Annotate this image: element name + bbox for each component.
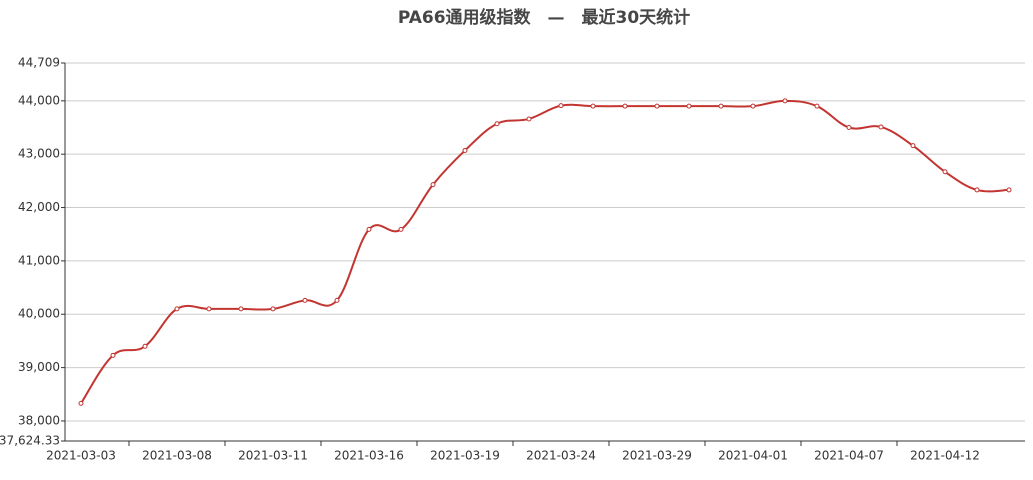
point: [718, 103, 724, 109]
point: [398, 226, 404, 232]
point: [750, 103, 756, 109]
point: [590, 103, 596, 109]
x-tick-label: 2021-03-08: [142, 449, 212, 463]
y-tick-label: 44,000: [18, 93, 60, 107]
point: [686, 103, 692, 109]
x-tick-label: 2021-03-29: [622, 449, 692, 463]
x-tick-label: 2021-03-03: [46, 449, 116, 463]
point: [270, 306, 276, 312]
point: [366, 226, 372, 232]
chart-title: PA66通用级指数 — 最近30天统计: [398, 7, 690, 28]
point: [110, 352, 116, 358]
point: [942, 169, 948, 175]
x-tick-label: 2021-03-11: [238, 449, 308, 463]
point: [654, 103, 660, 109]
point: [334, 297, 340, 303]
y-tick-label: 41,000: [18, 253, 60, 267]
y-tick-label: 42,000: [18, 200, 60, 214]
x-tick-label: 2021-03-16: [334, 449, 404, 463]
point: [526, 116, 532, 122]
point: [494, 121, 500, 127]
point: [558, 103, 564, 109]
y-tick-label: 39,000: [18, 360, 60, 374]
point: [1006, 187, 1012, 193]
point: [142, 343, 148, 349]
point: [782, 98, 788, 104]
x-tick-label: 2021-04-07: [814, 449, 884, 463]
point: [878, 124, 884, 130]
x-tick-label: 2021-04-12: [910, 449, 980, 463]
point: [910, 143, 916, 149]
point: [846, 125, 852, 131]
point: [302, 297, 308, 303]
y-tick-label: 43,000: [18, 147, 60, 161]
point: [174, 306, 180, 312]
point: [206, 306, 212, 312]
x-tick-label: 2021-03-24: [526, 449, 596, 463]
y-tick-label: 37,624.33: [0, 434, 60, 448]
y-tick-label: 44,709: [18, 56, 60, 70]
point: [78, 400, 84, 406]
point: [622, 103, 628, 109]
x-tick-label: 2021-03-19: [430, 449, 500, 463]
point: [430, 182, 436, 188]
y-tick-label: 40,000: [18, 307, 60, 321]
point: [814, 103, 820, 109]
point: [238, 306, 244, 312]
line: [80, 99, 1010, 404]
point: [462, 147, 468, 153]
y-tick-label: 38,000: [18, 413, 60, 427]
point: [974, 187, 980, 193]
x-tick-label: 2021-04-01: [718, 449, 788, 463]
